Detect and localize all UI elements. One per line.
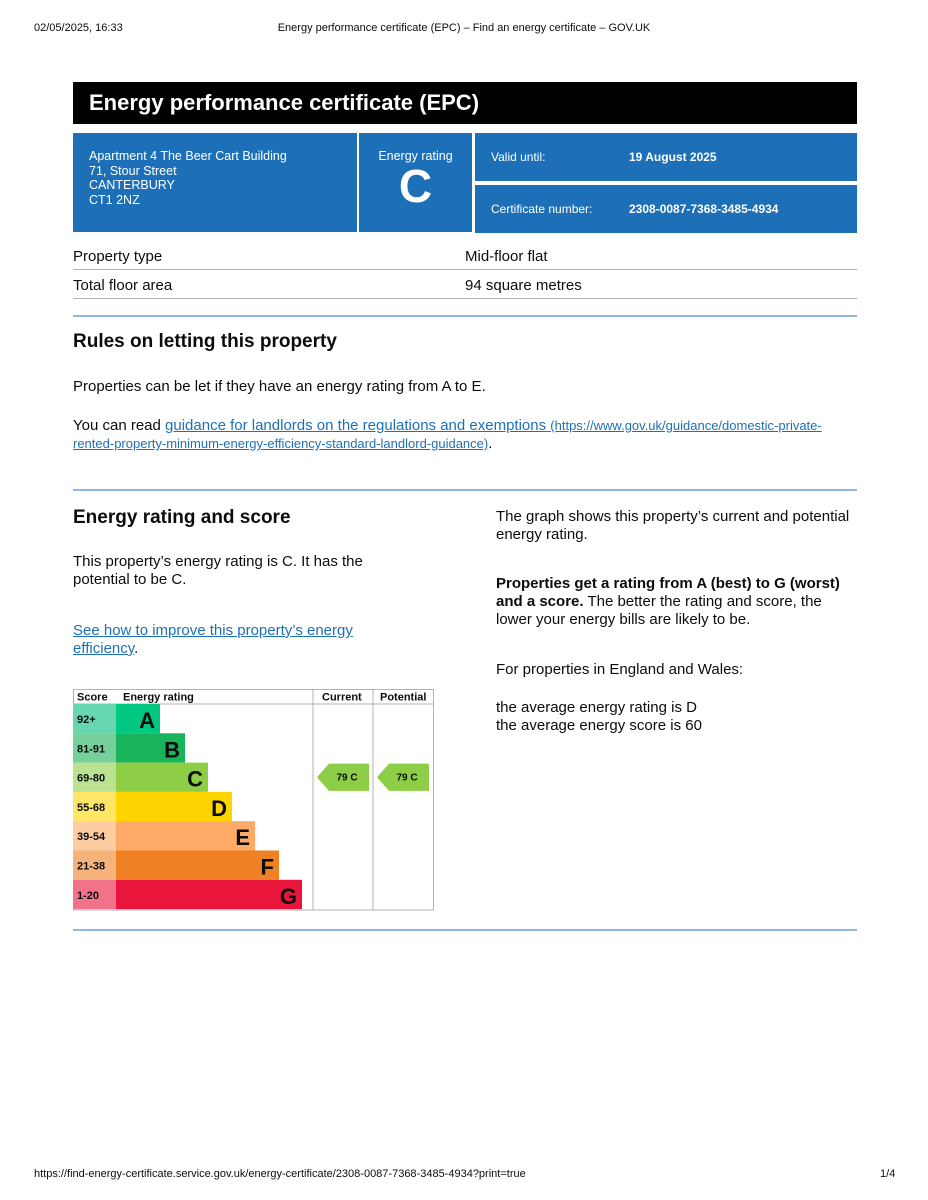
summary-label: Total floor area [73,277,173,294]
improve-link[interactable]: See how to improve this property’s energ… [73,622,353,657]
rules-guidance-text: You can read guidance for landlords on t… [73,417,857,453]
valid-until-value: 19 August 2025 [629,150,717,164]
score-cell-b [73,733,116,763]
address-line: CT1 2NZ [89,192,140,207]
print-title: Energy performance certificate (EPC) – F… [277,22,651,34]
summary-label: Property type [73,248,163,265]
rating-letter: D [211,796,227,821]
rating-bar-b [116,733,185,763]
england-wales-text: For properties in England and Wales: [496,661,744,678]
rating-letter: F [261,855,274,880]
column-header: Current [322,692,362,704]
certificate-number: Certificate number: 2308-0087-7368-3485-… [475,185,857,233]
guidance-prefix: You can read [73,417,166,434]
score-cell-d [73,791,116,822]
rating-letter: A [139,708,155,733]
print-page: 1/4 [880,1168,896,1180]
potential-rating-label: 79 C [396,773,417,784]
score-range: 69-80 [77,773,105,785]
certificate-number-label: Certificate number: [491,202,593,216]
score-text: This property’s energy rating is C. It h… [73,553,363,588]
summary-value: 94 square metres [465,277,582,294]
address-line: 71, Stour Street [89,163,177,178]
section-divider [73,315,857,317]
address-block: Apartment 4 The Beer Cart Building 71, S… [73,133,357,232]
average-rating: the average energy rating is D [496,699,697,716]
current-rating-label: 79 C [336,773,357,784]
rating-bar-a [116,704,160,734]
rating-letter: G [280,884,297,909]
score-range: 92+ [77,714,96,726]
print-url: https://find-energy-certificate.service.… [34,1168,526,1180]
print-datetime: 02/05/2025, 16:33 [34,22,123,34]
rating-letter: B [164,737,180,762]
score-range: 81-91 [77,743,105,755]
potential-rating-arrow [377,763,429,791]
energy-rating-label: Energy rating [378,149,453,163]
valid-until: Valid until: 19 August 2025 [475,133,857,181]
page-title: Energy performance certificate (EPC) [73,82,857,124]
score-cell-f [73,850,116,880]
improve-paragraph: See how to improve this property’s energ… [73,622,393,658]
score-range: 39-54 [77,831,106,843]
rating-explanation-rest: The better the rating and score, the low… [496,593,822,628]
certificate-number-value: 2308-0087-7368-3485-4934 [629,202,779,216]
rating-bar-f [116,850,279,880]
current-rating-arrow [317,763,369,791]
section-divider [73,929,857,931]
improve-suffix: . [134,640,139,657]
address-line: CANTERBURY [89,178,175,192]
summary-value: Mid-floor flat [465,248,548,265]
score-range: 21-38 [77,861,105,873]
score-cell-e [73,821,116,851]
energy-rating-chart: Score Energy rating Current Potential 92+ A 81… [73,689,434,911]
guidance-link-url[interactable]: (https://www.gov.uk/guidance/domestic-pr… [73,418,822,451]
energy-rating-value: C [398,160,433,212]
score-heading: Energy rating and score [73,507,291,528]
rating-explanation-bold: Properties get a rating from A (best) to… [496,575,840,610]
valid-until-label: Valid until: [491,150,546,164]
score-range: 1-20 [77,890,99,902]
score-cell-g [73,879,116,910]
column-header: Energy rating [123,692,194,704]
rules-heading: Rules on letting this property [73,331,337,352]
rating-explanation: Properties get a rating from A (best) to… [496,575,858,629]
column-header: Score [77,692,108,704]
summary-row-property-type: Property type Mid-floor flat [73,242,857,270]
rating-letter: C [187,767,203,792]
summary-row-floor-area: Total floor area 94 square metres [73,271,857,299]
rating-bar-d [116,791,232,822]
score-range: 55-68 [77,802,105,814]
graph-description: The graph shows this property’s current … [496,508,850,543]
guidance-suffix: . [488,435,493,452]
section-divider [73,489,857,491]
rating-bar-e [116,821,255,851]
rules-text: Properties can be let if they have an en… [73,378,486,395]
average-score: the average energy score is 60 [496,717,702,734]
address-line: Apartment 4 The Beer Cart Building [89,149,287,163]
column-header: Potential [380,692,426,704]
energy-rating-box: Energy rating C [359,133,472,232]
guidance-link[interactable]: guidance for landlords on the regulation… [73,417,822,452]
guidance-link-text[interactable]: guidance for landlords on the regulation… [165,417,547,434]
rating-letter: E [235,825,250,850]
score-cell-c [73,762,116,792]
rating-bar-c [116,762,208,792]
rating-bar-g [116,879,302,910]
score-cell-a [73,704,116,734]
